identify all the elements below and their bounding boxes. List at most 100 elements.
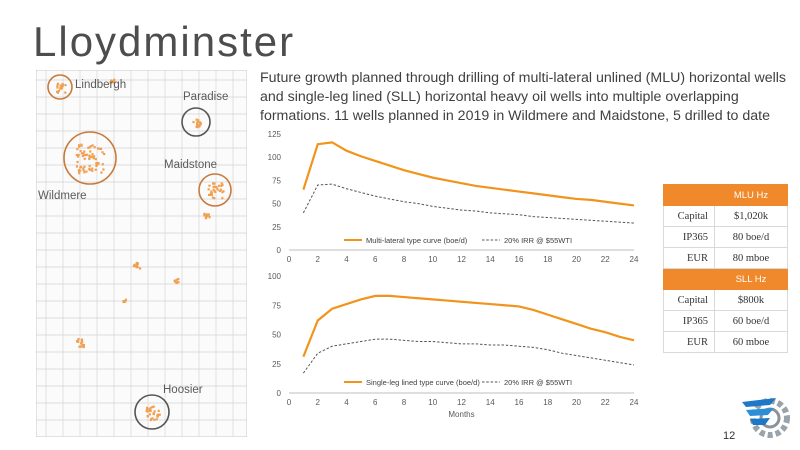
well-marker xyxy=(80,345,83,348)
x-tick-label: 24 xyxy=(630,398,639,407)
well-marker xyxy=(76,155,80,158)
well-marker xyxy=(87,146,90,149)
well-marker xyxy=(91,169,94,172)
legend-label: 20% IRR @ $55WTI xyxy=(504,378,572,387)
well-marker xyxy=(81,154,84,158)
well-marker xyxy=(110,80,113,83)
well-marker xyxy=(156,415,159,418)
well-marker xyxy=(157,409,160,412)
well-marker xyxy=(214,190,217,194)
well-marker xyxy=(100,171,103,174)
well-marker xyxy=(92,155,96,158)
well-marker xyxy=(83,150,86,153)
wildmere-circle xyxy=(63,131,117,185)
x-tick-label: 18 xyxy=(543,398,552,407)
page-number: 12 xyxy=(723,430,736,442)
irr-threshold-line xyxy=(302,338,635,374)
legend-label: Multi-lateral type curve (boe/d) xyxy=(366,236,468,245)
township-grid xyxy=(36,70,247,437)
well-marker xyxy=(78,345,81,348)
y-tick-label: 100 xyxy=(268,272,282,281)
well-marker xyxy=(153,418,156,421)
y-tick-label: 25 xyxy=(272,360,281,369)
map-label-wildmere: Wildmere xyxy=(38,190,87,202)
well-marker xyxy=(146,415,149,418)
well-marker xyxy=(138,267,142,270)
well-marker xyxy=(132,264,136,268)
row-value: 80 boe/d xyxy=(714,226,788,248)
well-markers xyxy=(55,78,225,422)
well-marker xyxy=(64,91,67,94)
y-tick-label: 50 xyxy=(272,331,281,340)
well-marker xyxy=(95,163,99,166)
well-marker xyxy=(64,84,67,87)
x-tick-label: 16 xyxy=(515,398,524,407)
well-marker xyxy=(212,188,215,191)
well-marker xyxy=(195,123,199,126)
y-tick-label: 0 xyxy=(277,389,282,398)
well-marker xyxy=(83,157,86,160)
well-marker xyxy=(206,214,209,217)
map-background xyxy=(36,70,247,437)
x-tick-label: 14 xyxy=(486,255,495,264)
row-label: Capital xyxy=(663,205,715,227)
sll-header-row: SLL Hz xyxy=(663,268,788,290)
x-tick-label: 4 xyxy=(344,398,349,407)
well-marker xyxy=(175,281,179,284)
well-marker xyxy=(148,408,151,411)
well-marker xyxy=(94,168,97,171)
x-tick-label: 10 xyxy=(428,255,437,264)
well-marker xyxy=(82,152,85,155)
well-marker xyxy=(93,146,96,149)
well-marker xyxy=(76,148,79,151)
table-row: IP365 80 boe/d xyxy=(663,226,788,248)
well-marker xyxy=(76,160,79,164)
well-marker xyxy=(99,147,103,150)
row-value: 60 boe/d xyxy=(714,310,788,332)
well-marker xyxy=(221,183,224,186)
type-curve-line xyxy=(302,294,635,358)
well-marker xyxy=(79,169,82,172)
y-tick-label: 25 xyxy=(272,223,281,232)
x-tick-label: 22 xyxy=(601,398,610,407)
well-marker xyxy=(96,162,99,165)
type-curve-line xyxy=(302,141,635,207)
well-marker xyxy=(56,86,59,89)
y-tick-label: 100 xyxy=(268,153,282,162)
well-marker xyxy=(91,144,94,147)
well-marker xyxy=(152,412,155,415)
x-tick-label: 10 xyxy=(428,398,437,407)
well-marker xyxy=(89,150,92,153)
well-marker xyxy=(112,80,116,84)
slide-title: Lloydminster xyxy=(33,18,296,65)
well-marker xyxy=(82,167,85,170)
well-marker xyxy=(146,406,149,410)
table-row: EUR 80 mboe xyxy=(663,247,788,269)
x-tick-label: 20 xyxy=(572,255,581,264)
well-marker xyxy=(220,184,223,188)
well-marker xyxy=(77,144,81,147)
well-marker xyxy=(77,168,81,172)
well-marker xyxy=(98,147,101,150)
maidstone-circle xyxy=(198,173,232,207)
well-marker xyxy=(92,157,95,160)
company-logo xyxy=(742,398,790,438)
well-marker xyxy=(88,146,91,149)
well-marker xyxy=(79,150,82,153)
map-label-maidstone: Maidstone xyxy=(164,159,217,171)
well-marker xyxy=(84,153,88,157)
well-marker xyxy=(192,120,195,124)
row-value: $800k xyxy=(714,289,788,311)
well-marker xyxy=(158,413,161,416)
hoosier-circle xyxy=(134,394,170,430)
well-marker xyxy=(221,191,224,194)
well-marker xyxy=(91,167,94,170)
y-tick-label: 125 xyxy=(268,130,282,139)
logo-gear xyxy=(750,398,790,438)
well-marker xyxy=(81,343,84,346)
well-marker xyxy=(77,338,80,341)
x-tick-label: 22 xyxy=(601,255,610,264)
x-tick-label: 0 xyxy=(287,398,292,407)
well-marker xyxy=(77,170,81,173)
well-marker xyxy=(123,300,126,303)
